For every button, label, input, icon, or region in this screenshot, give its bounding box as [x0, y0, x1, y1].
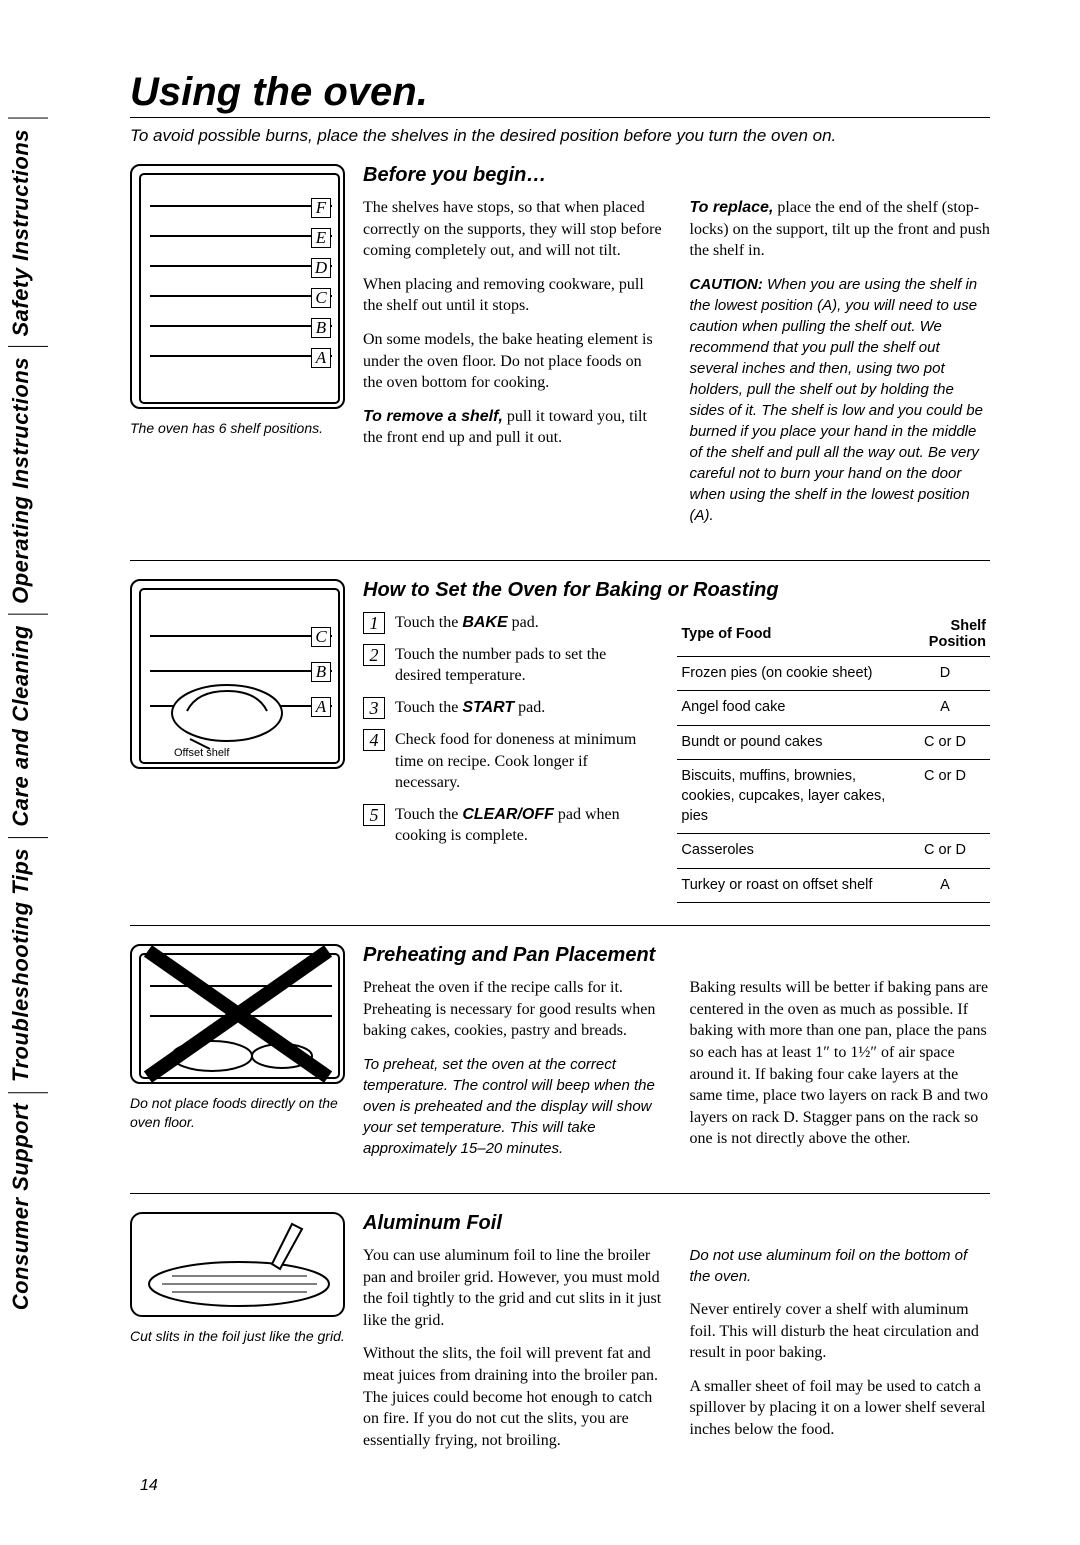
td-position: A [900, 868, 990, 903]
tab-care-cleaning: Care and Cleaning [8, 614, 48, 837]
td-food: Frozen pies (on cookie sheet) [677, 656, 900, 691]
before-caution: CAUTION: When you are using the shelf in… [690, 274, 991, 526]
step-2: 2 Touch the number pads to set the desire… [363, 644, 651, 687]
shelf-table: Type of Food Shelf Position Frozen pies … [677, 612, 990, 904]
manual-page: Consumer Support Troubleshooting Tips Ca… [0, 0, 1080, 1545]
step-3: 3 Touch the START pad. [363, 697, 651, 719]
step-text: Touch the BAKE pad. [395, 612, 651, 634]
heading-before-begin: Before you begin… [363, 164, 990, 187]
step-1: 1 Touch the BAKE pad. [363, 612, 651, 634]
section-howto-set: C B A Offset shelf How to Set the Oven f… [130, 579, 990, 927]
section-preheat: Do not place foods directly on the oven … [130, 944, 990, 1194]
foil-p4: Never entirely cover a shelf with alumin… [690, 1299, 991, 1364]
table-row: Turkey or roast on offset shelfA [677, 868, 990, 903]
step-text: Check food for doneness at minimum time … [395, 729, 651, 794]
td-position: C or D [900, 760, 990, 834]
th-food: Type of Food [677, 612, 900, 657]
step-text: Touch the number pads to set the desired… [395, 644, 651, 687]
td-position: C or D [900, 834, 990, 869]
step-num: 1 [363, 612, 385, 634]
td-food: Angel food cake [677, 691, 900, 726]
foil-p3: Do not use aluminum foil on the bottom o… [690, 1245, 991, 1287]
pos-b: B [311, 318, 331, 338]
pos-d: D [311, 258, 331, 278]
section-foil: Cut slits in the foil just like the grid… [130, 1212, 990, 1485]
preheat-p2: To preheat, set the oven at the correct … [363, 1054, 664, 1159]
steps-list: 1 Touch the BAKE pad. 2 Touch the number pa… [363, 612, 651, 847]
tab-safety: Safety Instructions [8, 118, 48, 347]
table-row: Bundt or pound cakesC or D [677, 725, 990, 760]
pos-f: F [311, 198, 331, 218]
foil-p5: A smaller sheet of foil may be used to c… [690, 1376, 991, 1441]
page-title: Using the oven. [130, 70, 990, 118]
remove-label: To remove a shelf, [363, 408, 503, 425]
pos-c: C [311, 288, 331, 308]
foil-p2: Without the slits, the foil will prevent… [363, 1343, 664, 1451]
step-num: 4 [363, 729, 385, 751]
step-4: 4 Check food for doneness at minimum time… [363, 729, 651, 794]
heading-preheat: Preheating and Pan Placement [363, 944, 990, 967]
heading-foil: Aluminum Foil [363, 1212, 990, 1235]
page-subtitle: To avoid possible burns, place the shelv… [130, 126, 990, 146]
foil-p1: You can use aluminum foil to line the br… [363, 1245, 664, 1331]
heading-howto: How to Set the Oven for Baking or Roasti… [363, 579, 990, 602]
step-text: Touch the START pad. [395, 697, 651, 719]
no-food-floor-illustration [130, 944, 345, 1084]
step-text: Touch the CLEAR/OFF pad when cooking is … [395, 804, 651, 847]
oven-positions-illustration: F E D C B A [130, 164, 345, 409]
foil-illustration [130, 1212, 345, 1317]
td-food: Casseroles [677, 834, 900, 869]
step-5: 5 Touch the CLEAR/OFF pad when cooking is… [363, 804, 651, 847]
before-replace: To replace, place the end of the shelf (… [690, 197, 991, 262]
caption-foil: Cut slits in the foil just like the grid… [130, 1327, 345, 1346]
pos2-b: B [311, 662, 331, 682]
before-remove: To remove a shelf, pull it toward you, t… [363, 406, 664, 449]
side-tabs: Consumer Support Troubleshooting Tips Ca… [8, 0, 48, 1320]
td-food: Biscuits, muffins, brownies, cookies, cu… [677, 760, 900, 834]
td-food: Turkey or roast on offset shelf [677, 868, 900, 903]
tab-troubleshooting: Troubleshooting Tips [8, 837, 48, 1092]
offset-shelf-label: Offset shelf [174, 747, 229, 759]
pos2-c: C [311, 627, 331, 647]
offset-shelf-illustration: C B A Offset shelf [130, 579, 345, 769]
caution-label: CAUTION: [690, 276, 763, 293]
page-number: 14 [140, 1477, 158, 1495]
tab-consumer-support: Consumer Support [8, 1092, 48, 1320]
step-num: 2 [363, 644, 385, 666]
before-p2: When placing and removing cookware, pull… [363, 274, 664, 317]
pos-e: E [311, 228, 331, 248]
td-food: Bundt or pound cakes [677, 725, 900, 760]
table-row: Angel food cakeA [677, 691, 990, 726]
foil-svg [132, 1214, 345, 1317]
before-p1: The shelves have stops, so that when pla… [363, 197, 664, 262]
td-position: D [900, 656, 990, 691]
caption-positions: The oven has 6 shelf positions. [130, 419, 345, 438]
cross-out-icon [132, 946, 343, 1082]
preheat-p3: Baking results will be better if baking … [690, 977, 991, 1150]
section-before-begin: F E D C B A The oven has 6 shelf positio… [130, 164, 990, 561]
th-position: Shelf Position [900, 612, 990, 657]
table-row: Biscuits, muffins, brownies, cookies, cu… [677, 760, 990, 834]
preheat-p1: Preheat the oven if the recipe calls for… [363, 977, 664, 1042]
td-position: C or D [900, 725, 990, 760]
caption-preheat: Do not place foods directly on the oven … [130, 1094, 345, 1132]
before-p3: On some models, the bake heating element… [363, 329, 664, 394]
pos-a: A [311, 348, 331, 368]
step-num: 5 [363, 804, 385, 826]
step-num: 3 [363, 697, 385, 719]
table-row: CasserolesC or D [677, 834, 990, 869]
tab-operating: Operating Instructions [8, 346, 48, 614]
table-row: Frozen pies (on cookie sheet)D [677, 656, 990, 691]
replace-label: To replace, [690, 199, 774, 216]
pos2-a: A [311, 697, 331, 717]
caution-text: When you are using the shelf in the lowe… [690, 276, 984, 524]
td-position: A [900, 691, 990, 726]
